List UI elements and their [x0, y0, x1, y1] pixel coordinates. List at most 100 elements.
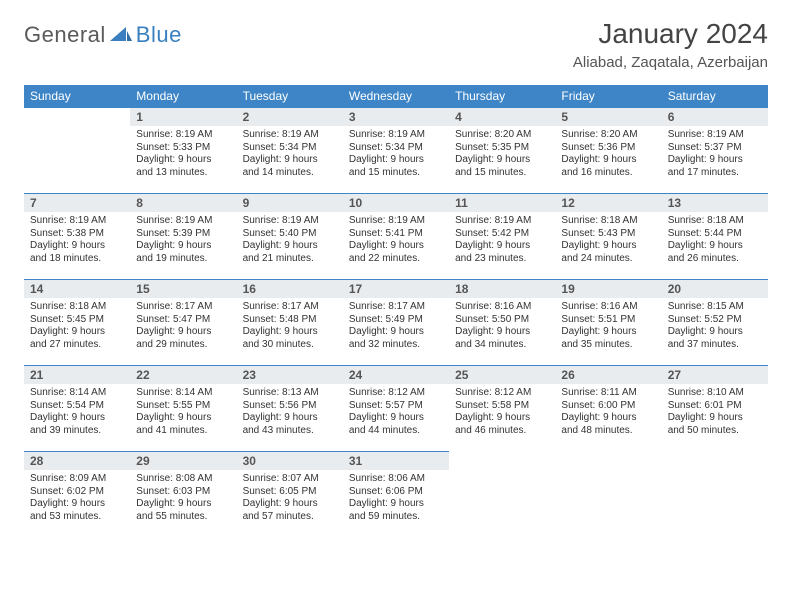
day-details: Sunrise: 8:14 AMSunset: 5:54 PMDaylight:… — [24, 384, 130, 441]
calendar-week-row: 1Sunrise: 8:19 AMSunset: 5:33 PMDaylight… — [24, 108, 768, 194]
calendar-cell: 18Sunrise: 8:16 AMSunset: 5:50 PMDayligh… — [449, 280, 555, 366]
day-number: 8 — [130, 194, 236, 212]
day-number: 9 — [237, 194, 343, 212]
calendar-cell: 4Sunrise: 8:20 AMSunset: 5:35 PMDaylight… — [449, 108, 555, 194]
day-details: Sunrise: 8:06 AMSunset: 6:06 PMDaylight:… — [343, 470, 449, 527]
calendar-cell: 19Sunrise: 8:16 AMSunset: 5:51 PMDayligh… — [555, 280, 661, 366]
day-number: 21 — [24, 366, 130, 384]
day-number: 13 — [662, 194, 768, 212]
day-number: 25 — [449, 366, 555, 384]
calendar-cell: 31Sunrise: 8:06 AMSunset: 6:06 PMDayligh… — [343, 452, 449, 538]
calendar-cell — [24, 108, 130, 194]
day-details: Sunrise: 8:11 AMSunset: 6:00 PMDaylight:… — [555, 384, 661, 441]
day-number: 30 — [237, 452, 343, 470]
day-details: Sunrise: 8:19 AMSunset: 5:37 PMDaylight:… — [662, 126, 768, 183]
month-title: January 2024 — [573, 18, 768, 50]
day-number: 14 — [24, 280, 130, 298]
calendar-cell: 9Sunrise: 8:19 AMSunset: 5:40 PMDaylight… — [237, 194, 343, 280]
calendar-cell: 24Sunrise: 8:12 AMSunset: 5:57 PMDayligh… — [343, 366, 449, 452]
weekday-header: Wednesday — [343, 85, 449, 108]
calendar-cell: 28Sunrise: 8:09 AMSunset: 6:02 PMDayligh… — [24, 452, 130, 538]
calendar-body: 1Sunrise: 8:19 AMSunset: 5:33 PMDaylight… — [24, 108, 768, 538]
calendar-week-row: 28Sunrise: 8:09 AMSunset: 6:02 PMDayligh… — [24, 452, 768, 538]
day-details: Sunrise: 8:19 AMSunset: 5:39 PMDaylight:… — [130, 212, 236, 269]
day-details: Sunrise: 8:13 AMSunset: 5:56 PMDaylight:… — [237, 384, 343, 441]
title-block: January 2024 Aliabad, Zaqatala, Azerbaij… — [573, 18, 768, 71]
day-number: 24 — [343, 366, 449, 384]
day-details: Sunrise: 8:07 AMSunset: 6:05 PMDaylight:… — [237, 470, 343, 527]
weekday-header: Thursday — [449, 85, 555, 108]
day-number: 20 — [662, 280, 768, 298]
day-details: Sunrise: 8:09 AMSunset: 6:02 PMDaylight:… — [24, 470, 130, 527]
day-number: 5 — [555, 108, 661, 126]
day-number: 29 — [130, 452, 236, 470]
day-details: Sunrise: 8:17 AMSunset: 5:48 PMDaylight:… — [237, 298, 343, 355]
calendar-cell: 6Sunrise: 8:19 AMSunset: 5:37 PMDaylight… — [662, 108, 768, 194]
day-number: 15 — [130, 280, 236, 298]
calendar-cell: 17Sunrise: 8:17 AMSunset: 5:49 PMDayligh… — [343, 280, 449, 366]
day-details: Sunrise: 8:19 AMSunset: 5:42 PMDaylight:… — [449, 212, 555, 269]
day-details: Sunrise: 8:20 AMSunset: 5:35 PMDaylight:… — [449, 126, 555, 183]
calendar-cell: 8Sunrise: 8:19 AMSunset: 5:39 PMDaylight… — [130, 194, 236, 280]
weekday-header: Saturday — [662, 85, 768, 108]
weekday-header: Tuesday — [237, 85, 343, 108]
calendar-cell: 2Sunrise: 8:19 AMSunset: 5:34 PMDaylight… — [237, 108, 343, 194]
day-details: Sunrise: 8:17 AMSunset: 5:49 PMDaylight:… — [343, 298, 449, 355]
calendar-cell: 5Sunrise: 8:20 AMSunset: 5:36 PMDaylight… — [555, 108, 661, 194]
day-details: Sunrise: 8:19 AMSunset: 5:33 PMDaylight:… — [130, 126, 236, 183]
day-number: 16 — [237, 280, 343, 298]
calendar-cell — [555, 452, 661, 538]
calendar-cell: 23Sunrise: 8:13 AMSunset: 5:56 PMDayligh… — [237, 366, 343, 452]
day-details: Sunrise: 8:08 AMSunset: 6:03 PMDaylight:… — [130, 470, 236, 527]
day-number: 3 — [343, 108, 449, 126]
calendar-cell: 11Sunrise: 8:19 AMSunset: 5:42 PMDayligh… — [449, 194, 555, 280]
day-details: Sunrise: 8:12 AMSunset: 5:57 PMDaylight:… — [343, 384, 449, 441]
day-number: 7 — [24, 194, 130, 212]
day-number: 31 — [343, 452, 449, 470]
logo: General Blue — [24, 18, 182, 48]
day-number: 1 — [130, 108, 236, 126]
calendar-cell: 20Sunrise: 8:15 AMSunset: 5:52 PMDayligh… — [662, 280, 768, 366]
day-details: Sunrise: 8:16 AMSunset: 5:50 PMDaylight:… — [449, 298, 555, 355]
day-number: 12 — [555, 194, 661, 212]
day-number: 17 — [343, 280, 449, 298]
day-number: 22 — [130, 366, 236, 384]
calendar-week-row: 21Sunrise: 8:14 AMSunset: 5:54 PMDayligh… — [24, 366, 768, 452]
day-number: 6 — [662, 108, 768, 126]
day-details: Sunrise: 8:18 AMSunset: 5:43 PMDaylight:… — [555, 212, 661, 269]
day-number: 27 — [662, 366, 768, 384]
day-details: Sunrise: 8:16 AMSunset: 5:51 PMDaylight:… — [555, 298, 661, 355]
day-number: 18 — [449, 280, 555, 298]
day-details: Sunrise: 8:19 AMSunset: 5:38 PMDaylight:… — [24, 212, 130, 269]
logo-text-blue: Blue — [136, 22, 182, 48]
day-details: Sunrise: 8:19 AMSunset: 5:40 PMDaylight:… — [237, 212, 343, 269]
calendar-cell: 21Sunrise: 8:14 AMSunset: 5:54 PMDayligh… — [24, 366, 130, 452]
calendar-cell: 22Sunrise: 8:14 AMSunset: 5:55 PMDayligh… — [130, 366, 236, 452]
day-number: 4 — [449, 108, 555, 126]
day-number: 28 — [24, 452, 130, 470]
day-details: Sunrise: 8:10 AMSunset: 6:01 PMDaylight:… — [662, 384, 768, 441]
weekday-header: Sunday — [24, 85, 130, 108]
calendar-table: SundayMondayTuesdayWednesdayThursdayFrid… — [24, 85, 768, 538]
day-details: Sunrise: 8:18 AMSunset: 5:45 PMDaylight:… — [24, 298, 130, 355]
day-details: Sunrise: 8:12 AMSunset: 5:58 PMDaylight:… — [449, 384, 555, 441]
calendar-week-row: 14Sunrise: 8:18 AMSunset: 5:45 PMDayligh… — [24, 280, 768, 366]
day-number: 10 — [343, 194, 449, 212]
calendar-cell: 10Sunrise: 8:19 AMSunset: 5:41 PMDayligh… — [343, 194, 449, 280]
logo-sail-icon — [110, 24, 132, 47]
day-details: Sunrise: 8:19 AMSunset: 5:34 PMDaylight:… — [237, 126, 343, 183]
location-text: Aliabad, Zaqatala, Azerbaijan — [573, 54, 768, 71]
weekday-header-row: SundayMondayTuesdayWednesdayThursdayFrid… — [24, 85, 768, 108]
calendar-cell — [449, 452, 555, 538]
weekday-header: Friday — [555, 85, 661, 108]
logo-text-general: General — [24, 22, 106, 48]
day-details: Sunrise: 8:15 AMSunset: 5:52 PMDaylight:… — [662, 298, 768, 355]
day-details: Sunrise: 8:19 AMSunset: 5:41 PMDaylight:… — [343, 212, 449, 269]
calendar-cell: 14Sunrise: 8:18 AMSunset: 5:45 PMDayligh… — [24, 280, 130, 366]
calendar-cell: 12Sunrise: 8:18 AMSunset: 5:43 PMDayligh… — [555, 194, 661, 280]
calendar-cell: 3Sunrise: 8:19 AMSunset: 5:34 PMDaylight… — [343, 108, 449, 194]
calendar-cell: 7Sunrise: 8:19 AMSunset: 5:38 PMDaylight… — [24, 194, 130, 280]
calendar-cell: 26Sunrise: 8:11 AMSunset: 6:00 PMDayligh… — [555, 366, 661, 452]
day-number: 2 — [237, 108, 343, 126]
calendar-cell: 25Sunrise: 8:12 AMSunset: 5:58 PMDayligh… — [449, 366, 555, 452]
